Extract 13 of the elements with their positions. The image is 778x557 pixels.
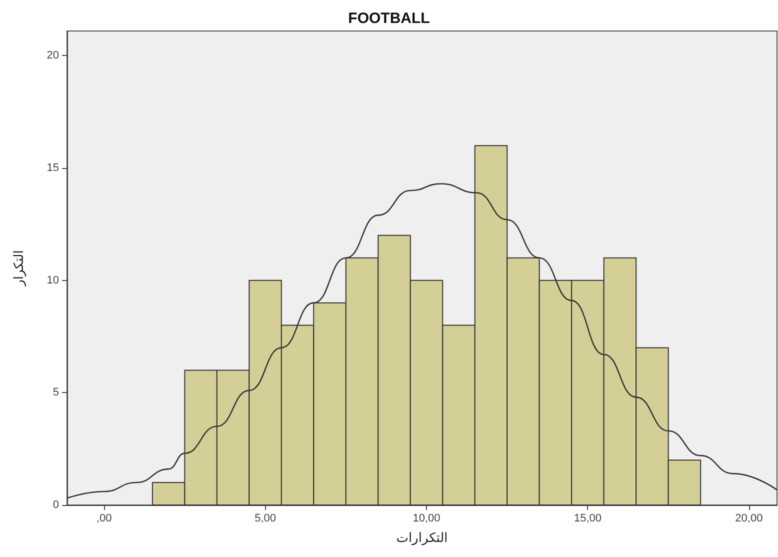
x-tick-label: 20,00 <box>735 512 763 524</box>
y-tick-label: 5 <box>52 386 59 399</box>
x-axis-title: التكرارات <box>396 530 448 546</box>
x-tick-label: 15,00 <box>574 512 602 524</box>
y-tick-label: 10 <box>46 274 59 286</box>
y-tick-label: 20 <box>46 50 59 62</box>
x-tick-label: 10,00 <box>412 512 440 524</box>
x-tick-label: ,00 <box>96 512 112 524</box>
x-tick-label: 5,00 <box>254 512 276 524</box>
y-axis-title: التكرار <box>11 250 27 287</box>
y-tick-label: 15 <box>46 162 59 174</box>
y-tick-label: 0 <box>52 499 59 511</box>
chart-title: FOOTBALL <box>348 10 430 27</box>
